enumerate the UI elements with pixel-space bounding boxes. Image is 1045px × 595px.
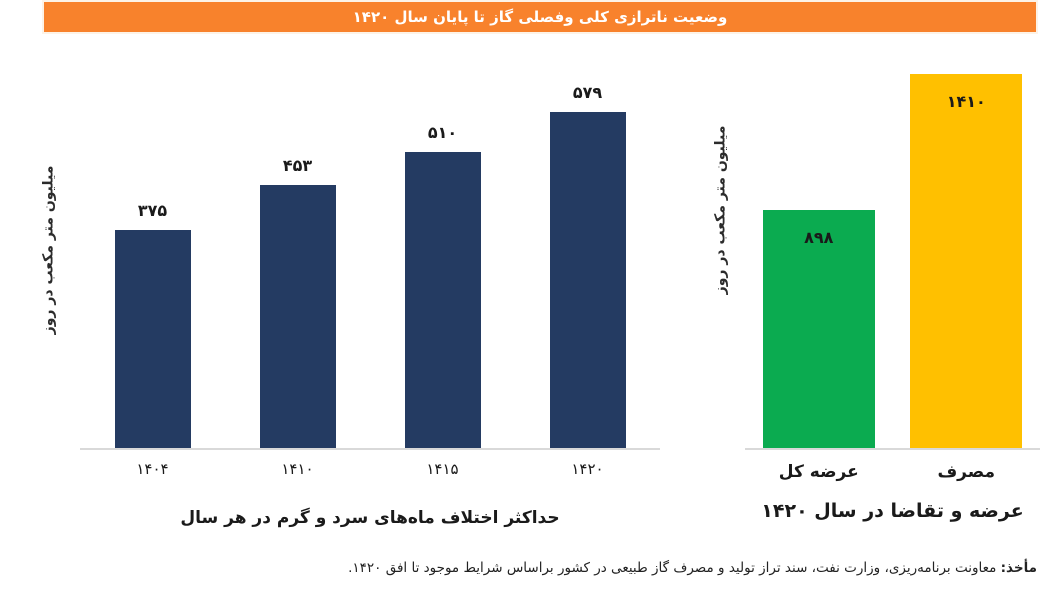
source-label: مأخذ: bbox=[1000, 560, 1037, 576]
source-text: معاونت برنامه‌ریزی، وزارت نفت، سند تراز … bbox=[348, 560, 1001, 576]
bar-value-label: ۸۹۸ bbox=[804, 228, 834, 247]
x-tick-label: مصرف bbox=[937, 462, 996, 482]
bar-column: ۱۴۱۰ مصرف bbox=[893, 55, 1041, 482]
left-chart-y-axis-label: میلیون متر مکعب در روز bbox=[40, 165, 57, 335]
bar-value-label: ۱۴۱۰ bbox=[946, 92, 986, 111]
bar bbox=[114, 230, 191, 448]
x-tick-label: ۱۴۰۴ bbox=[136, 460, 169, 478]
bar-column: ۵۱۰ ۱۴۱۵ bbox=[370, 88, 515, 478]
right-bar-chart: ۸۹۸ عرضه کل ۱۴۱۰ مصرف bbox=[745, 55, 1041, 482]
bar bbox=[404, 152, 481, 448]
x-tick-label: ۱۴۱۵ bbox=[426, 460, 459, 478]
bar-column: ۸۹۸ عرضه کل bbox=[745, 55, 893, 482]
right-chart-y-axis-label: میلیون متر مکعب در روز bbox=[712, 125, 729, 295]
page-title: وضعیت ناترازی کلی وفصلی گاز تا پایان سال… bbox=[352, 8, 728, 26]
x-tick-label: عرضه کل bbox=[778, 462, 859, 482]
right-chart-title: عرضه و تقاضا در سال ۱۴۲۰ bbox=[761, 500, 1024, 522]
bar-value-label: ۳۷۵ bbox=[137, 201, 168, 220]
bar-column: ۵۷۹ ۱۴۲۰ bbox=[515, 83, 660, 478]
x-tick-label: ۱۴۲۰ bbox=[571, 460, 604, 478]
bar bbox=[549, 112, 626, 448]
bar-value-label: ۵۱۰ bbox=[427, 123, 458, 142]
bar bbox=[910, 74, 1023, 448]
x-tick-label: ۱۴۱۰ bbox=[281, 460, 314, 478]
bar-value-label: ۵۷۹ bbox=[572, 83, 603, 102]
bar-column: ۴۵۳ ۱۴۱۰ bbox=[225, 88, 370, 478]
bar bbox=[762, 210, 875, 448]
source-note: مأخذ: معاونت برنامه‌ریزی، وزارت نفت، سند… bbox=[0, 560, 1037, 576]
bar-column: ۳۷۵ ۱۴۰۴ bbox=[80, 88, 225, 478]
left-chart-title: حداکثر اختلاف ماه‌های سرد و گرم در هر سا… bbox=[180, 508, 560, 528]
header-banner: وضعیت ناترازی کلی وفصلی گاز تا پایان سال… bbox=[44, 2, 1036, 32]
bar-value-label: ۴۵۳ bbox=[282, 156, 313, 175]
bar bbox=[259, 185, 336, 448]
left-bar-chart: ۳۷۵ ۱۴۰۴ ۴۵۳ ۱۴۱۰ ۵۱۰ ۱۴۱۵ ۵۷۹ ۱۴۲۰ bbox=[80, 83, 660, 478]
